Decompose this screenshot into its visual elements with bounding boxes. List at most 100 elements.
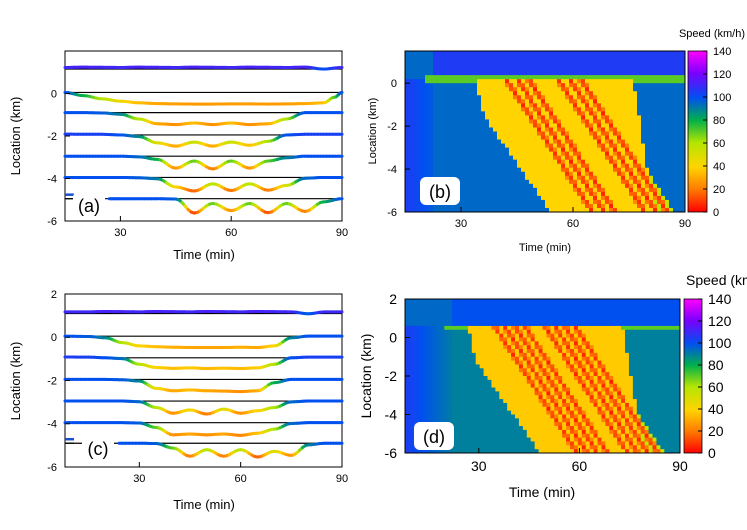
- heat-cell: [669, 151, 674, 157]
- heat-cell: [456, 314, 461, 319]
- heat-cell: [577, 155, 582, 161]
- heat-cell: [479, 325, 485, 331]
- heat-cell: [621, 135, 626, 141]
- heat-cell: [636, 310, 642, 315]
- heat-cell: [526, 306, 532, 312]
- heat-cell: [493, 51, 498, 56]
- heat-cell: [601, 163, 606, 169]
- heat-cell: [593, 143, 598, 149]
- heat-cell: [509, 171, 514, 177]
- heat-cell: [461, 115, 466, 120]
- heat-cell: [513, 151, 518, 157]
- heat-cell: [640, 302, 646, 308]
- heat-cell: [485, 163, 490, 169]
- heat-cell: [405, 163, 410, 169]
- heat-cell: [657, 119, 662, 124]
- heat-cell: [522, 322, 528, 327]
- heat-cell: [481, 171, 486, 177]
- heat-cell: [669, 191, 674, 197]
- heat-cell: [437, 155, 442, 161]
- heat-cell: [460, 329, 465, 335]
- heat-cell: [541, 203, 546, 209]
- heat-cell: [569, 63, 574, 68]
- heat-cell: [593, 195, 598, 201]
- heat-cell: [657, 187, 662, 193]
- heat-cell: [526, 337, 532, 342]
- heat-cell: [617, 299, 622, 304]
- heat-cell: [637, 167, 642, 173]
- heat-cell: [481, 135, 486, 141]
- heat-cell: [597, 83, 602, 88]
- heat-cell: [445, 83, 450, 88]
- heat-cell: [581, 59, 586, 64]
- heat-cell: [457, 59, 462, 64]
- heat-cell: [681, 99, 686, 104]
- heat-cell: [577, 103, 582, 108]
- heat-cell: [605, 111, 610, 116]
- heat-cell: [417, 143, 422, 149]
- heat-cell: [405, 87, 410, 92]
- heat-cell: [589, 329, 595, 335]
- heat-cell: [412, 318, 418, 323]
- heat-cell: [549, 127, 554, 133]
- heat-cell: [509, 135, 514, 141]
- heat-cell: [513, 115, 518, 120]
- heat-cell: [653, 111, 658, 116]
- heat-cell: [649, 167, 654, 173]
- heat-cell: [405, 322, 410, 327]
- heat-cell: [465, 179, 470, 185]
- heat-cell: [521, 111, 526, 116]
- heat-cell: [485, 103, 490, 108]
- heat-cell: [549, 139, 554, 145]
- heat-cell: [533, 59, 538, 64]
- heat-cell: [553, 151, 558, 157]
- heat-cell: [537, 171, 542, 177]
- heat-cell: [665, 51, 670, 56]
- heat-cell: [417, 163, 422, 169]
- heat-cell: [545, 115, 550, 120]
- heat-cell: [565, 111, 570, 116]
- heat-cell: [605, 167, 610, 173]
- heat-cell: [573, 171, 578, 177]
- heat-cell: [633, 131, 638, 137]
- heat-cell: [609, 119, 614, 124]
- heat-cell: [445, 59, 450, 64]
- heat-cell: [493, 203, 498, 209]
- heat-cell: [421, 151, 426, 157]
- heat-cell: [432, 325, 437, 331]
- heat-cell: [413, 199, 418, 205]
- heat-cell: [649, 99, 654, 104]
- heat-cell: [617, 115, 622, 120]
- heat-cell: [465, 147, 470, 153]
- heat-cell: [511, 333, 516, 338]
- heat-cell: [495, 310, 500, 315]
- heat-cell: [597, 107, 602, 112]
- heat-cell: [465, 67, 470, 72]
- heat-cell: [429, 171, 434, 177]
- heat-cell: [677, 123, 682, 128]
- heat-cell: [545, 107, 550, 112]
- heat-cell: [637, 195, 642, 201]
- heat-cell: [641, 191, 646, 197]
- heat-cell: [653, 115, 658, 120]
- heat-cell: [509, 187, 514, 193]
- heat-cell: [613, 175, 618, 181]
- heat-cell: [417, 187, 422, 193]
- heat-cell: [409, 139, 414, 145]
- heat-cell: [625, 55, 630, 60]
- heat-cell: [440, 310, 445, 315]
- heat-cell: [617, 325, 622, 331]
- heat-cell: [501, 123, 506, 128]
- heat-cell: [529, 131, 534, 137]
- heat-cell: [448, 333, 453, 338]
- heat-cell: [669, 187, 674, 193]
- heat-cell: [413, 207, 418, 213]
- heat-cell: [485, 203, 490, 209]
- heat-cell: [558, 325, 563, 331]
- heat-cell: [553, 71, 558, 76]
- heat-cell: [513, 87, 518, 92]
- heat-cell: [549, 183, 554, 189]
- heat-cell: [529, 75, 534, 80]
- heat-cell: [641, 123, 646, 128]
- heat-cell: [469, 63, 474, 68]
